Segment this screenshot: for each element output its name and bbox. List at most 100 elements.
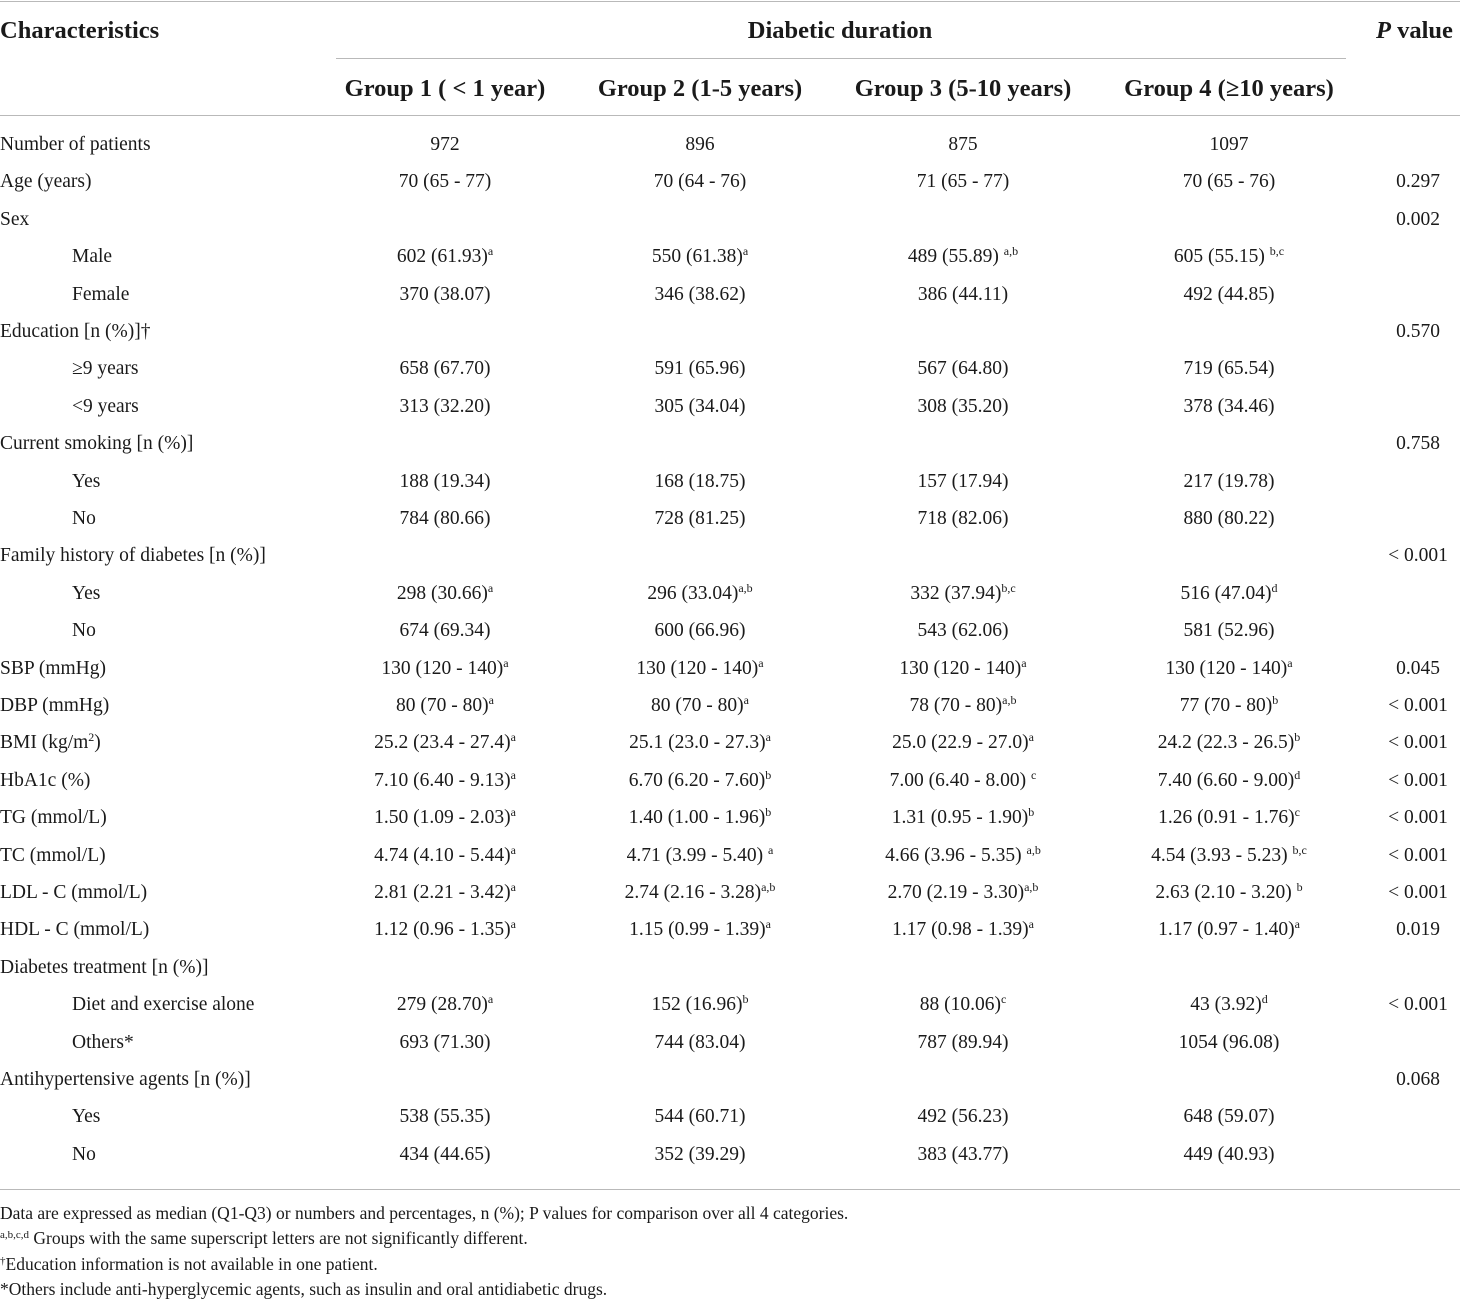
table-row: SBP (mmHg) 130 (120 - 140)a 130 (120 - 140… xyxy=(0,652,1460,689)
cell-group-2: 25.1 (23.0 - 27.3)a xyxy=(629,730,771,754)
cell-group-4: 7.40 (6.60 - 9.00)d xyxy=(1157,767,1301,791)
superscript: a xyxy=(742,244,749,259)
cell-group-3: 567 (64.80) xyxy=(917,358,1009,380)
cell-group-4: 43 (3.92)d xyxy=(1190,992,1268,1016)
header-diabetic-duration: Diabetic duration xyxy=(747,17,933,44)
superscript: a xyxy=(765,917,771,932)
cell-group-4: 1054 (96.08) xyxy=(1178,1031,1280,1053)
cell-group-2: 168 (18.75) xyxy=(654,470,746,492)
cell-group-4: 2.63 (2.10 - 3.20) b xyxy=(1155,880,1303,903)
row-label: Age (years) xyxy=(0,171,92,193)
cell-group-3: 386 (44.11) xyxy=(917,283,1009,305)
cell-group-1: 80 (70 - 80)a xyxy=(396,693,494,716)
row-label: Number of patients xyxy=(0,134,151,155)
row-label: HbA1c (%) xyxy=(0,769,91,791)
row-label: Antihypertensive agents [n (%)] xyxy=(0,1069,251,1090)
superscript: b,c xyxy=(1001,580,1016,595)
table-row: Education [n (%)]† 0.570 xyxy=(0,315,1460,352)
superscript: b xyxy=(1272,693,1279,707)
cell-group-2: 2.74 (2.16 - 3.28)a,b xyxy=(624,880,776,903)
cell-group-1: 693 (71.30) xyxy=(399,1031,491,1053)
cell-group-1: 130 (120 - 140)a xyxy=(381,655,509,679)
cell-group-2: 550 (61.38)a xyxy=(651,244,749,268)
header-group-4: Group 4 (≥10 years) xyxy=(1124,75,1334,102)
superscript: a xyxy=(743,693,749,707)
row-label: Others* xyxy=(72,1031,134,1053)
superscript: c xyxy=(1031,767,1037,782)
superscript: a xyxy=(510,917,516,932)
superscript: a xyxy=(758,655,764,670)
table-row: Age (years) 70 (65 - 77) 70 (64 - 76) 71 (6… xyxy=(0,165,1460,202)
superscript: a,b xyxy=(1002,693,1017,707)
row-label: Diet and exercise alone xyxy=(72,994,255,1016)
cell-group-3: 787 (89.94) xyxy=(917,1031,1009,1053)
row-label: Current smoking [n (%)] xyxy=(0,433,194,455)
cell-group-3: 492 (56.23) xyxy=(917,1106,1009,1128)
cell-group-3: 88 (10.06)c xyxy=(919,992,1007,1016)
footnote: †Education information is not available … xyxy=(0,1254,378,1274)
cell-group-4: 1097 xyxy=(1209,134,1249,155)
cell-group-3: 1.17 (0.98 - 1.39)a xyxy=(892,917,1034,941)
superscript: b xyxy=(742,992,749,1007)
table-row: LDL - C (mmol/L) 2.81 (2.21 - 3.42)a 2.74 … xyxy=(0,876,1460,913)
cell-group-2: 130 (120 - 140)a xyxy=(636,655,764,679)
superscript: a xyxy=(1021,655,1027,670)
cell-group-3: 71 (65 - 77) xyxy=(916,171,1010,193)
cell-p-value: 0.297 xyxy=(1396,171,1440,193)
cell-group-1: 1.12 (0.96 - 1.35)a xyxy=(374,917,516,941)
cell-group-1: 674 (69.34) xyxy=(399,620,491,642)
table-row: TG (mmol/L) 1.50 (1.09 - 2.03)a 1.40 (1.00… xyxy=(0,801,1460,838)
cell-group-4: 4.54 (3.93 - 5.23) b,c xyxy=(1151,842,1307,866)
superscript: b xyxy=(1294,730,1301,745)
table-row: BMI (kg/m2) 25.2 (23.4 - 27.4)a 25.1 (23.0… xyxy=(0,726,1460,763)
superscript: a xyxy=(1294,917,1300,932)
cell-group-1: 313 (32.20) xyxy=(399,395,491,417)
cell-group-1: 370 (38.07) xyxy=(399,283,491,305)
header-group-3: Group 3 (5-10 years) xyxy=(854,75,1072,102)
row-label: HDL - C (mmol/L) xyxy=(0,919,150,941)
table-row: Male 602 (61.93)a 550 (61.38)a 489 (55.89) … xyxy=(0,240,1460,277)
cell-group-2: 591 (65.96) xyxy=(654,358,746,380)
cell-group-1: 434 (44.65) xyxy=(399,1143,491,1165)
cell-p-value: < 0.001 xyxy=(1388,545,1448,567)
superscript: d xyxy=(1294,767,1301,782)
row-label: LDL - C (mmol/L) xyxy=(0,882,148,903)
superscript: a xyxy=(1028,917,1034,932)
cell-group-2: 544 (60.71) xyxy=(654,1106,746,1128)
superscript: b xyxy=(765,805,772,820)
cell-group-2: 352 (39.29) xyxy=(654,1143,746,1165)
cell-group-3: 4.66 (3.96 - 5.35) a,b xyxy=(885,842,1041,866)
cell-p-value: < 0.001 xyxy=(1388,695,1448,716)
row-label: Male xyxy=(72,246,113,268)
table-row: HbA1c (%) 7.10 (6.40 - 9.13)a 6.70 (6.20 -… xyxy=(0,764,1460,801)
cell-group-3: 308 (35.20) xyxy=(917,395,1009,417)
cell-p-value: < 0.001 xyxy=(1388,994,1448,1016)
header-p-value: P value xyxy=(1376,17,1453,44)
table-row: Antihypertensive agents [n (%)] 0.068 xyxy=(0,1063,1460,1100)
cell-group-2: 70 (64 - 76) xyxy=(653,171,747,193)
superscript: b,c xyxy=(1269,244,1285,259)
superscript: a xyxy=(1287,655,1293,670)
superscript: d xyxy=(1271,580,1278,595)
table-row: Family history of diabetes [n (%)] < 0.00… xyxy=(0,539,1460,576)
cell-group-1: 1.50 (1.09 - 2.03)a xyxy=(374,805,516,829)
header-subrule xyxy=(336,58,1346,59)
cell-group-4: 648 (59.07) xyxy=(1183,1106,1275,1128)
row-label: BMI (kg/m2) xyxy=(0,730,101,754)
cell-group-4: 1.17 (0.97 - 1.40)a xyxy=(1158,917,1300,941)
table-row: Female 370 (38.07) 346 (38.62) 386 (44.11) 4… xyxy=(0,278,1460,315)
footnote: *Others include anti-hyperglycemic agent… xyxy=(0,1279,608,1299)
cell-group-1: 784 (80.66) xyxy=(399,508,491,529)
row-label: TG (mmol/L) xyxy=(0,807,107,829)
row-label: TC (mmol/L) xyxy=(0,844,106,866)
cell-group-4: 880 (80.22) xyxy=(1183,508,1275,529)
table-row: Sex 0.002 xyxy=(0,203,1460,240)
cell-group-4: 492 (44.85) xyxy=(1183,283,1275,305)
cell-group-2: 600 (66.96) xyxy=(654,620,746,642)
footnote: a,b,c,d Groups with the same superscript… xyxy=(0,1228,528,1248)
superscript: a xyxy=(487,244,494,259)
cell-group-4: 77 (70 - 80)b xyxy=(1179,693,1279,716)
table-row: <9 years 313 (32.20) 305 (34.04) 308 (35.20… xyxy=(0,390,1460,427)
cell-group-2: 4.71 (3.99 - 5.40) a xyxy=(626,842,774,866)
cell-group-3: 489 (55.89) a,b xyxy=(907,244,1019,268)
